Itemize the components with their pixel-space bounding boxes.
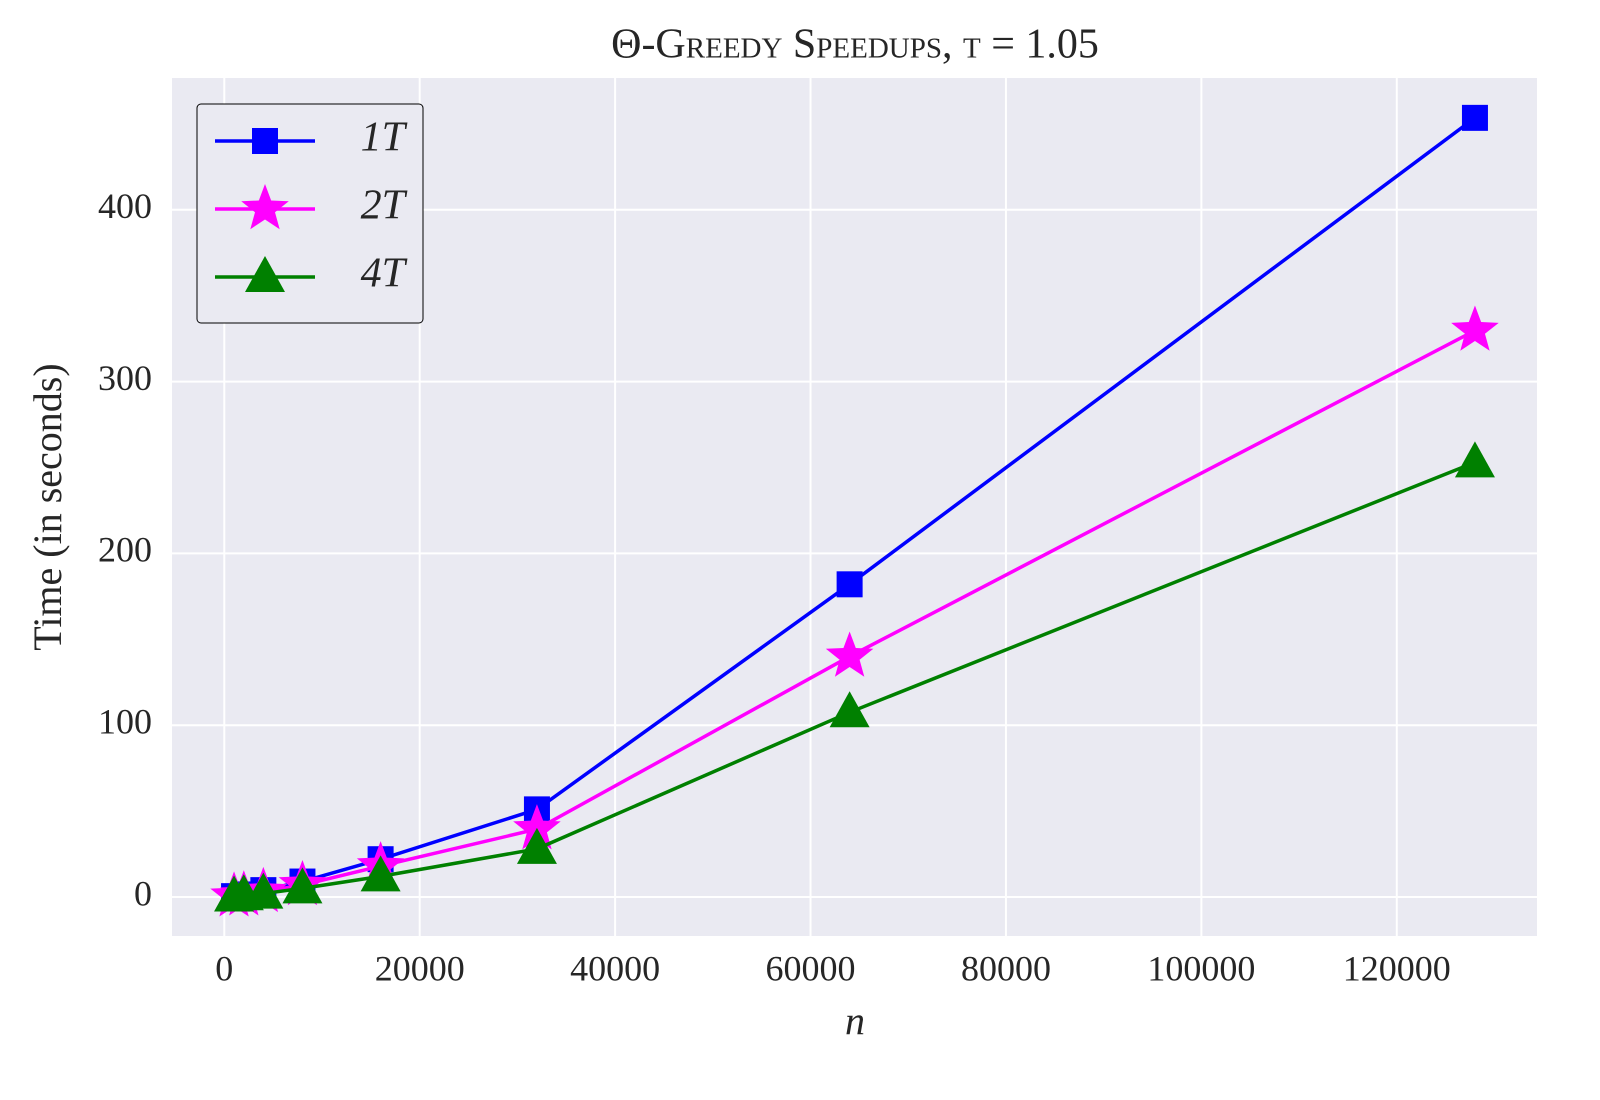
x-tick-label: 40000 [570, 948, 660, 988]
marker [282, 867, 323, 904]
legend-box [196, 103, 424, 324]
chart-title: Θ-Greedy Speedups, t = 1.05 [611, 22, 1099, 68]
legend: 1T 2T 4T [196, 103, 424, 324]
x-tick-label: 60000 [766, 948, 856, 988]
legend-label: 1T [361, 115, 408, 161]
x-tick-label: 80000 [961, 948, 1051, 988]
y-tick-label: 300 [98, 358, 152, 398]
marker [243, 872, 284, 909]
marker [516, 827, 557, 864]
y-axis-label: Time (in seconds) [25, 363, 70, 650]
marker [1461, 104, 1488, 131]
marker [836, 571, 863, 598]
marker [245, 256, 285, 292]
marker [360, 855, 401, 892]
x-tick-label: 20000 [375, 948, 465, 988]
legend-label: 4T [361, 251, 408, 297]
marker [241, 184, 289, 230]
x-axis-label: n [845, 998, 865, 1043]
legend-label: 2T [361, 183, 408, 229]
marker [252, 128, 278, 154]
plot [210, 104, 1499, 917]
marker [1451, 305, 1499, 351]
y-tick-label: 400 [98, 186, 152, 226]
marker [829, 691, 870, 728]
marker [825, 631, 874, 677]
y-tick-label: 200 [98, 530, 152, 570]
marker [1454, 441, 1495, 478]
x-tick-label: 120000 [1343, 948, 1451, 988]
y-tick-label: 100 [98, 701, 152, 741]
y-tick-label: 0 [134, 873, 152, 913]
marker [513, 804, 561, 850]
x-tick-label: 100000 [1147, 948, 1255, 988]
x-tick-label: 0 [215, 948, 233, 988]
grid [172, 78, 1537, 936]
